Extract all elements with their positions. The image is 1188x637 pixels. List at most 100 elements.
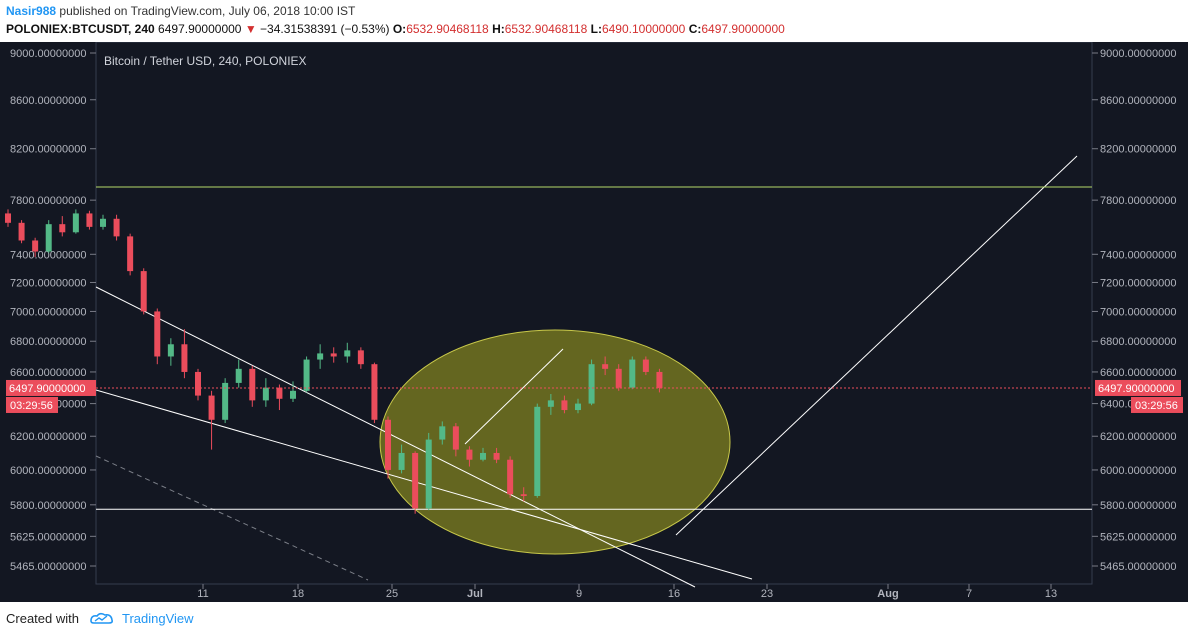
candle xyxy=(588,359,595,406)
trendline-projection[interactable] xyxy=(675,155,1078,536)
trendline-dashed[interactable] xyxy=(95,455,369,581)
highlight-ellipse[interactable] xyxy=(379,329,731,555)
candle xyxy=(575,398,581,414)
candle xyxy=(480,447,486,462)
candle-body xyxy=(127,236,134,272)
published-text: published on TradingView.com, July 06, 2… xyxy=(59,4,356,18)
candle-body xyxy=(344,350,351,357)
candle xyxy=(547,393,554,415)
author-name[interactable]: Nasir988 xyxy=(6,4,57,18)
candle-body xyxy=(602,364,609,369)
candle xyxy=(534,403,541,498)
y-axis-label-right: 6200.00000000 xyxy=(1100,431,1176,443)
chart-panel[interactable]: 9000.00000000 8600.00000000 8200.00000000 7… xyxy=(0,41,1188,602)
candle xyxy=(59,216,66,237)
footer: Created with TradingView xyxy=(6,611,194,626)
x-axis-label: Aug xyxy=(877,588,898,600)
close-label: C: xyxy=(688,22,702,36)
trendline-upper[interactable] xyxy=(95,286,696,588)
candle-body xyxy=(5,213,11,223)
y-axis-label-left: 6600.00000000 xyxy=(10,367,86,379)
y-axis-label-right: 8600.00000000 xyxy=(1100,95,1176,107)
candle-body xyxy=(398,452,405,470)
candle-body xyxy=(642,359,649,372)
candle xyxy=(330,347,337,363)
candle xyxy=(154,308,161,365)
y-axis-label-left: 6800.00000000 xyxy=(10,336,86,348)
candle-body xyxy=(425,439,432,509)
candle-body xyxy=(534,406,541,496)
trendline-rising[interactable] xyxy=(464,348,564,445)
candle-body xyxy=(222,382,229,420)
candle-body xyxy=(249,368,256,401)
y-axis-label-right: 7200.00000000 xyxy=(1100,277,1176,289)
candle xyxy=(290,381,296,402)
y-axis-label-right: 7400.00000000 xyxy=(1100,249,1176,261)
candle-body xyxy=(167,344,174,357)
candle xyxy=(385,416,391,479)
y-axis-label-left: 7200.00000000 xyxy=(10,277,86,289)
x-axis-label: 16 xyxy=(668,588,680,600)
y-axis-label-left: 7000.00000000 xyxy=(10,306,86,318)
candle-body xyxy=(317,353,324,360)
candle xyxy=(602,356,609,376)
candle xyxy=(656,368,663,393)
candle xyxy=(113,214,120,241)
candle xyxy=(466,446,473,467)
candle xyxy=(195,368,201,401)
trendline-lower[interactable] xyxy=(95,389,753,580)
price-chart[interactable]: 9000.00000000 8600.00000000 8200.00000000 7… xyxy=(0,41,1188,602)
candle-body xyxy=(385,419,391,470)
candle-body xyxy=(439,426,446,440)
candle xyxy=(439,421,446,445)
candle-body xyxy=(507,459,514,495)
candle-body xyxy=(181,344,188,372)
candle xyxy=(425,432,432,511)
candle-body xyxy=(493,452,500,460)
symbol-info-bar: POLONIEX:BTCUSDT, 240 6497.90000000 ▼ −3… xyxy=(6,22,785,36)
candle xyxy=(642,356,649,376)
last-price: 6497.90000000 xyxy=(158,22,242,36)
symbol-name: POLONIEX:BTCUSDT, 240 xyxy=(6,22,155,36)
candle-body xyxy=(86,213,93,227)
candle-body xyxy=(357,350,364,365)
low-label: L: xyxy=(590,22,602,36)
candle-body xyxy=(154,311,161,357)
last-price-tag-right: 6497.90000000 03:29:56 xyxy=(1095,379,1183,413)
y-axis-label-left: 5625.00000000 xyxy=(10,531,86,543)
svg-text:6497.90000000: 6497.90000000 xyxy=(1098,383,1174,395)
candle xyxy=(357,347,364,369)
high-value: 6532.90468118 xyxy=(504,22,588,36)
candle-body xyxy=(371,364,378,420)
candle-body xyxy=(547,400,554,407)
y-axis-label-right: 5465.00000000 xyxy=(1100,561,1176,573)
candle-body xyxy=(588,364,595,404)
candle-body xyxy=(330,353,337,357)
x-axis-label: 25 xyxy=(386,588,398,600)
candle-body xyxy=(452,426,459,450)
y-axis-label-right: 7800.00000000 xyxy=(1100,195,1176,207)
candle xyxy=(181,329,188,379)
candle xyxy=(371,362,378,424)
y-axis-label-left: 5800.00000000 xyxy=(10,500,86,512)
candle xyxy=(493,447,500,464)
candle-body xyxy=(195,371,201,396)
candle-body xyxy=(575,403,581,411)
x-axis-label: 7 xyxy=(966,588,972,600)
y-axis-label-left: 8200.00000000 xyxy=(10,144,86,156)
y-axis-label-right: 6800.00000000 xyxy=(1100,336,1176,348)
candle xyxy=(167,338,174,366)
y-axis-label-right: 6600.00000000 xyxy=(1100,367,1176,379)
candle xyxy=(127,233,134,276)
candle xyxy=(317,344,324,369)
open-value: 6532.90468118 xyxy=(406,22,489,36)
candle-body xyxy=(412,452,419,509)
candle-body xyxy=(276,387,283,399)
candle-body xyxy=(32,240,39,252)
candle xyxy=(561,395,568,414)
candle xyxy=(222,378,229,424)
tradingview-link[interactable]: TradingView xyxy=(122,611,194,626)
candle xyxy=(140,268,147,315)
candle xyxy=(262,378,269,407)
chart-title: Bitcoin / Tether USD, 240, POLONIEX xyxy=(104,54,307,68)
